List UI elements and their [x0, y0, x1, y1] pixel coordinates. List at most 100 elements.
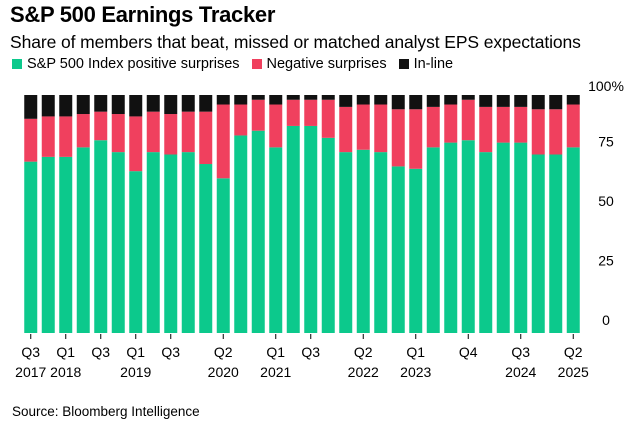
bar-segment-positive	[461, 140, 475, 333]
x-tick-label-year: 2023	[400, 364, 431, 380]
x-tick-label-quarter: Q1	[266, 344, 285, 360]
bar-segment-positive	[356, 149, 370, 333]
bar-segment-inline	[216, 95, 230, 105]
bar-segment-inline	[146, 95, 160, 112]
legend-item-positive: S&P 500 Index positive surprises	[12, 56, 240, 72]
legend-swatch-inline	[398, 59, 409, 69]
bar-segment-positive	[199, 164, 213, 333]
legend-label-positive: S&P 500 Index positive surprises	[27, 56, 240, 72]
bar-segment-inline	[76, 95, 90, 115]
bar-segment-negative	[374, 104, 388, 153]
bar-segment-negative	[269, 104, 283, 148]
bar-segment-positive	[496, 142, 510, 333]
source-note: Source: Bloomberg Intelligence	[12, 404, 200, 419]
bar-segment-negative	[76, 114, 90, 148]
bar-segment-negative	[409, 109, 423, 169]
bar-segment-inline	[181, 95, 195, 112]
x-tick-label-quarter: Q3	[21, 344, 40, 360]
bar-segment-positive	[216, 178, 230, 333]
bar-segment-positive	[479, 152, 493, 333]
chart-subtitle: Share of members that beat, missed or ma…	[10, 32, 581, 52]
bar-segment-positive	[251, 130, 265, 333]
bar-segment-positive	[339, 152, 353, 333]
bar-segment-negative	[129, 116, 143, 172]
legend-item-inline: In-line	[398, 56, 454, 72]
bar-segment-positive	[391, 166, 405, 333]
bar-segment-positive	[269, 147, 283, 333]
bar-segment-positive	[566, 147, 580, 333]
bar-segment-negative	[146, 111, 160, 153]
bar-segment-positive	[409, 168, 423, 333]
bar-segment-negative	[41, 116, 55, 157]
x-tick-label-quarter: Q1	[406, 344, 425, 360]
bar-segment-inline	[286, 95, 300, 100]
bar-segment-negative	[216, 104, 230, 179]
bar-segment-inline	[24, 95, 38, 119]
bar-segment-inline	[374, 95, 388, 105]
bar-segment-negative	[304, 99, 318, 126]
legend-label-inline: In-line	[413, 56, 454, 72]
bar-segment-positive	[181, 152, 195, 333]
bar-segment-negative	[496, 106, 510, 143]
bar-segment-negative	[59, 116, 73, 157]
bar-segment-inline	[111, 95, 125, 115]
y-tick-label: 50	[598, 193, 614, 209]
stacked-bar-chart: 0 25 50 75 100% Q3 2017 Q1 2018 Q3 Q1 2019 Q3 Q2 2020 Q…	[15, 78, 624, 380]
x-tick-label-quarter: Q2	[354, 344, 373, 360]
bar-segment-positive	[444, 142, 458, 333]
y-tick-label: 25	[598, 253, 614, 269]
bar-segment-positive	[76, 147, 90, 333]
x-tick-label-quarter: Q3	[511, 344, 530, 360]
legend-item-negative: Negative surprises	[251, 56, 387, 72]
x-tick-label-quarter: Q4	[459, 344, 478, 360]
bar-segment-positive	[374, 152, 388, 333]
x-tick-label-quarter: Q3	[301, 344, 320, 360]
legend-swatch-positive	[12, 59, 22, 69]
bar-segment-negative	[94, 111, 108, 141]
x-tick-label-quarter: Q1	[126, 344, 145, 360]
bar-segment-positive	[129, 171, 143, 333]
bar-segment-negative	[356, 104, 370, 150]
bar-segment-negative	[444, 104, 458, 143]
bar-segment-inline	[549, 95, 563, 110]
x-tick-label-quarter: Q3	[91, 344, 110, 360]
x-tick-label-quarter: Q2	[214, 344, 233, 360]
bar-segment-inline	[251, 95, 265, 100]
bar-segment-inline	[531, 95, 545, 110]
bar-segment-inline	[304, 95, 318, 100]
bar-segment-inline	[234, 95, 248, 105]
bar-segment-negative	[251, 99, 265, 131]
bar-segment-positive	[531, 154, 545, 333]
bar-segment-positive	[94, 140, 108, 333]
x-tick-label-year: 2024	[505, 364, 536, 380]
x-tick-label-year: 2020	[208, 364, 239, 380]
bar-segment-inline	[321, 95, 335, 100]
bar-segment-inline	[356, 95, 370, 105]
bar-segment-inline	[496, 95, 510, 107]
bar-segment-positive	[514, 142, 528, 333]
x-tick-label-year: 2017	[15, 364, 46, 380]
bar-segment-positive	[24, 161, 38, 333]
bar-segment-positive	[286, 125, 300, 333]
bar-segment-negative	[339, 106, 353, 153]
legend-swatch-negative	[251, 59, 262, 69]
bar-segment-inline	[444, 95, 458, 105]
y-tick-label: 0	[602, 312, 610, 328]
bar-segment-negative	[426, 106, 440, 148]
bar-segment-negative	[111, 114, 125, 153]
bar-segment-inline	[566, 95, 580, 105]
y-tick-label: 75	[598, 134, 614, 150]
bar-segment-negative	[321, 99, 335, 138]
bar-segment-negative	[461, 99, 475, 141]
bars-group	[24, 95, 580, 333]
bar-segment-positive	[549, 154, 563, 333]
bar-segment-inline	[409, 95, 423, 110]
bar-segment-inline	[41, 95, 55, 117]
bar-segment-positive	[111, 152, 125, 333]
y-tick-label: 100%	[588, 78, 624, 94]
bar-segment-positive	[304, 125, 318, 333]
x-tick-label-year: 2018	[50, 364, 81, 380]
bar-segment-negative	[234, 104, 248, 136]
x-tick-label-year: 2022	[348, 364, 379, 380]
bar-segment-inline	[59, 95, 73, 117]
